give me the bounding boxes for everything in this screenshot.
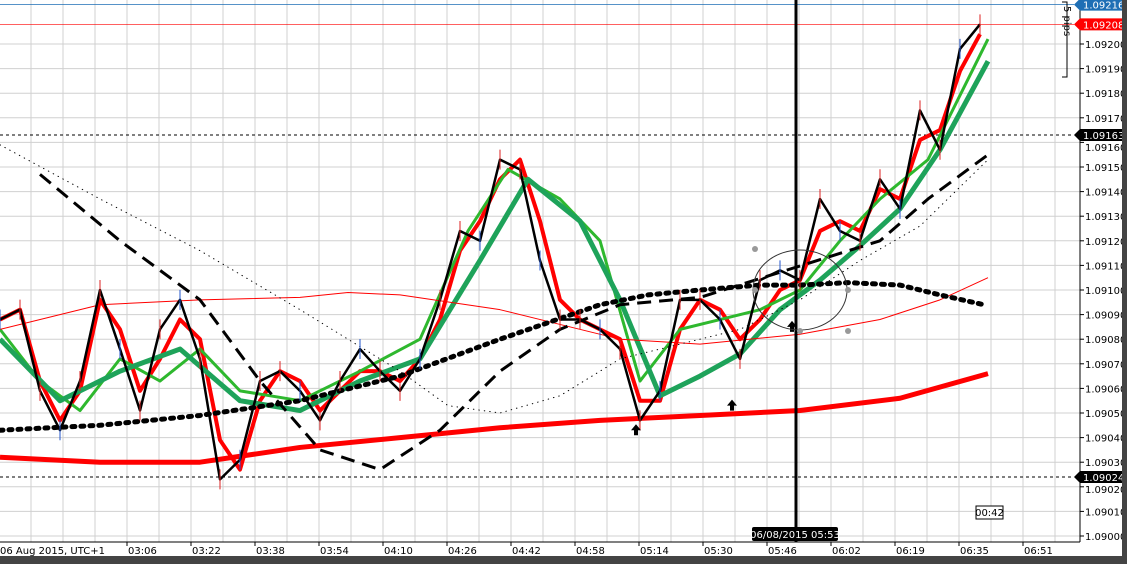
price-axis[interactable]: 1.09000 1.09010 1.09020 1.09030 1.09040 1.090… <box>1080 40 1126 543</box>
series-lines <box>0 14 991 490</box>
time-tick-label: 03:54 <box>320 546 349 557</box>
price-line-series <box>0 23 981 481</box>
series-line-6 <box>0 280 987 433</box>
ellipse-handle <box>845 328 851 334</box>
price-tick-label: 1.09200 <box>1085 40 1126 51</box>
price-tag-label: 1.09024 <box>1083 473 1124 484</box>
ellipse-handle <box>752 287 758 293</box>
price-tick-label: 1.09140 <box>1085 188 1126 199</box>
price-tick-label: 1.09010 <box>1085 507 1126 518</box>
crosshair-time: 06/08/2015 05:53 <box>750 530 840 541</box>
series-line-5 <box>0 144 989 414</box>
series-line-3 <box>0 277 989 345</box>
price-tick-label: 1.09180 <box>1085 89 1126 100</box>
series-line-4 <box>0 371 989 465</box>
price-tick-label: 1.09130 <box>1085 212 1126 223</box>
time-tick-label: 03:06 <box>128 546 157 557</box>
time-tick-label: 05:30 <box>704 546 733 557</box>
price-tick-label: 1.09160 <box>1085 143 1126 154</box>
crosshair-label: 06/08/2015 05:53 <box>750 527 840 541</box>
up-arrow-icon <box>727 399 737 411</box>
right-border <box>1122 0 1127 564</box>
series-line-7 <box>39 153 989 472</box>
horizontal-lines[interactable] <box>0 4 1074 478</box>
price-tick-label: 1.09090 <box>1085 311 1126 322</box>
time-tick-label: 06:19 <box>896 546 925 557</box>
price-tag-label: 1.09163 <box>1083 131 1124 142</box>
time-tick-label: 03:38 <box>256 546 285 557</box>
ruler-label: 5 pips <box>1061 6 1072 36</box>
ellipse-handle <box>845 287 851 293</box>
price-tag <box>1074 18 1122 31</box>
time-tick-label: 06:35 <box>960 546 989 557</box>
price-tag <box>1074 470 1122 483</box>
price-tick-label: 1.09000 <box>1085 532 1126 543</box>
series-line-1 <box>0 38 990 413</box>
price-tick-label: 1.09070 <box>1085 360 1126 371</box>
price-tags: 1.09163 1.09024 1.09216 1.09208 <box>1074 0 1124 484</box>
price-tick-label: 1.09100 <box>1085 286 1126 297</box>
price-tick-label: 1.09170 <box>1085 114 1126 125</box>
price-tick-label: 1.09110 <box>1085 261 1126 272</box>
price-tick-label: 1.09190 <box>1085 65 1126 76</box>
price-tick-label: 1.09060 <box>1085 384 1126 395</box>
up-arrow-icon <box>787 320 797 332</box>
up-arrow-icon <box>631 424 641 436</box>
ellipse-handle <box>752 246 758 252</box>
price-tick-label: 1.09080 <box>1085 335 1126 346</box>
price-tick-label: 1.09040 <box>1085 434 1126 445</box>
time-tick-label: 03:22 <box>192 546 221 557</box>
time-tick-label: 04:10 <box>384 546 413 557</box>
price-tick-label: 1.09120 <box>1085 237 1126 248</box>
countdown-label: 00:42 <box>975 508 1004 519</box>
price-tick-label: 1.09020 <box>1085 485 1126 496</box>
price-tick-label: 1.09030 <box>1085 458 1126 469</box>
time-tick-label: 05:46 <box>768 546 797 557</box>
price-tag <box>1074 129 1122 142</box>
price-tick-label: 1.09050 <box>1085 409 1126 420</box>
time-tick-label: 06:02 <box>832 546 861 557</box>
price-tag-label: 1.09208 <box>1083 20 1124 31</box>
time-tick-label: 04:26 <box>448 546 477 557</box>
bottom-border <box>0 556 1127 564</box>
price-tag-label: 1.09216 <box>1083 1 1124 12</box>
price-tick-label: 1.09150 <box>1085 163 1126 174</box>
time-tick-label: 04:58 <box>576 546 605 557</box>
time-tick-label: 06:51 <box>1024 546 1053 557</box>
time-tick-label: 05:14 <box>640 546 669 557</box>
ellipse-handle <box>797 328 803 334</box>
annotations <box>631 0 851 542</box>
price-tag <box>1074 0 1122 11</box>
countdown: 00:42 <box>975 505 1004 520</box>
time-tick-label: 04:42 <box>512 546 541 557</box>
date-label: 06 Aug 2015, UTC+1 <box>0 546 105 557</box>
time-axis[interactable]: 06 Aug 2015, UTC+1 03:06 03:22 03:38 03:54 0… <box>0 542 1053 557</box>
pip-ruler: 5 pips <box>1061 1 1072 78</box>
